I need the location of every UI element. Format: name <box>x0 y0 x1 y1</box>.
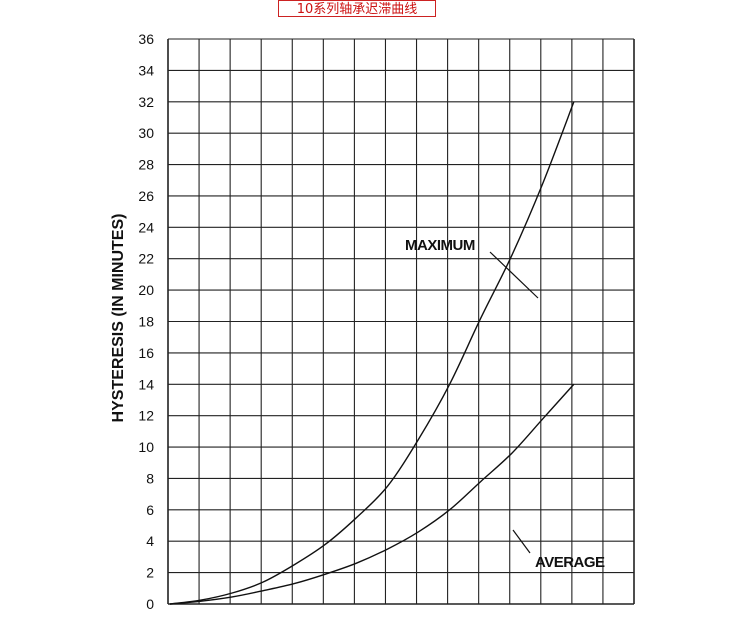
y-tick-label: 8 <box>146 470 154 486</box>
y-tick-label: 18 <box>138 314 154 330</box>
y-tick-label: 28 <box>138 157 154 173</box>
y-tick-label: 10 <box>138 439 154 455</box>
y-tick-label: 20 <box>138 282 154 298</box>
y-tick-label: 12 <box>138 408 154 424</box>
y-tick-label: 30 <box>138 125 154 141</box>
chart-series <box>169 101 575 605</box>
chart-grid <box>167 38 635 605</box>
y-tick-label: 6 <box>146 502 154 518</box>
y-tick-label: 36 <box>138 31 154 47</box>
annotation-maximum: MAXIMUM <box>405 237 475 254</box>
y-tick-label: 34 <box>138 62 154 78</box>
series-line-average <box>169 383 575 605</box>
chart-title: 10系列轴承迟滞曲线 <box>278 0 436 17</box>
annotation-leader-average <box>512 529 531 554</box>
annotation-leader-maximum <box>489 251 539 299</box>
y-tick-label: 2 <box>146 565 154 581</box>
series-line-maximum <box>169 101 575 605</box>
chart-annotations: MAXIMUM AVERAGE <box>405 237 606 571</box>
y-tick-label: 0 <box>146 596 154 612</box>
y-axis-label: HYSTERESIS (IN MINUTES) <box>110 214 127 423</box>
y-tick-label: 26 <box>138 188 154 204</box>
y-tick-label: 16 <box>138 345 154 361</box>
y-tick-label: 4 <box>146 533 154 549</box>
y-tick-label: 24 <box>138 219 154 235</box>
annotation-average: AVERAGE <box>535 554 605 571</box>
y-tick-label: 22 <box>138 251 154 267</box>
y-tick-label: 32 <box>138 94 154 110</box>
y-tick-label: 14 <box>138 376 154 392</box>
